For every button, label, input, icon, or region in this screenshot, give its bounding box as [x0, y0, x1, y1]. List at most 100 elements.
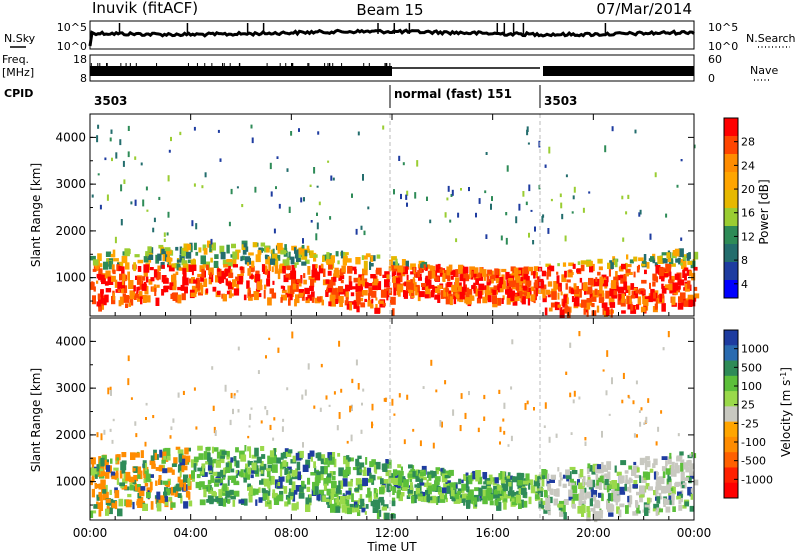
range-cell	[383, 398, 386, 402]
range-cell	[275, 186, 277, 190]
range-cell	[314, 466, 317, 473]
range-cell	[177, 294, 182, 304]
range-cell	[526, 287, 532, 296]
range-cell	[345, 460, 350, 469]
range-cell	[419, 482, 425, 486]
range-cell	[559, 472, 562, 478]
range-cell	[157, 265, 161, 272]
range-cell	[565, 283, 568, 290]
range-cell	[373, 488, 377, 497]
range-cell	[125, 499, 132, 508]
range-cell	[498, 389, 501, 394]
range-cell	[269, 450, 275, 458]
range-cell	[157, 253, 162, 261]
range-cell	[266, 410, 269, 416]
range-cell	[255, 254, 261, 263]
range-cell	[320, 363, 323, 368]
range-cell	[500, 471, 503, 480]
colorbar-tick-label: 12	[741, 230, 755, 243]
range-cell	[386, 483, 391, 492]
range-cell	[308, 276, 314, 280]
range-cell	[281, 294, 287, 301]
range-cell	[294, 249, 299, 259]
range-cell	[318, 265, 324, 274]
range-cell	[500, 235, 503, 241]
range-cell	[403, 290, 408, 299]
range-cell	[423, 264, 426, 271]
range-cell	[475, 288, 479, 297]
range-cell	[288, 251, 291, 259]
range-cell	[454, 484, 458, 489]
freq-panel: Freq. [MHz] 18 8 60 0 Nave	[2, 53, 778, 85]
range-cell	[155, 297, 160, 306]
range-cell	[435, 389, 438, 393]
noise-left-tick-bottom: 10^0	[57, 40, 87, 53]
range-cell	[265, 355, 267, 359]
range-cell	[198, 247, 202, 253]
range-cell	[276, 156, 279, 159]
range-cell	[347, 265, 353, 274]
range-cell	[312, 264, 317, 271]
range-cell	[655, 299, 658, 308]
range-cell	[187, 259, 192, 264]
range-cell	[261, 248, 265, 252]
cpid-segment-3: 3503	[544, 94, 577, 108]
range-cell	[221, 450, 227, 455]
range-cell	[563, 294, 568, 304]
range-cell	[487, 295, 492, 303]
range-cell	[163, 285, 170, 290]
range-cell	[349, 457, 354, 462]
range-cell	[648, 507, 651, 514]
range-cell	[116, 457, 119, 461]
range-cell	[219, 158, 222, 162]
range-cell	[301, 245, 305, 249]
range-cell	[345, 490, 351, 495]
range-cell	[349, 405, 352, 413]
range-cell	[549, 479, 555, 483]
range-cell	[125, 303, 129, 308]
range-cell	[187, 478, 191, 486]
range-cell	[430, 495, 436, 504]
range-cell	[398, 393, 401, 398]
range-cell	[104, 157, 107, 161]
range-cell	[200, 255, 206, 265]
range-cell	[231, 243, 236, 249]
range-cell	[288, 206, 291, 213]
freq-band-1	[90, 66, 392, 76]
colorbar-swatch	[724, 172, 738, 191]
range-cell	[630, 304, 634, 311]
range-cell	[135, 433, 138, 438]
range-cell	[590, 508, 596, 512]
range-cell	[618, 294, 623, 301]
range-cell	[636, 491, 641, 496]
noise-left-label: N.Sky	[4, 32, 36, 45]
range-cell	[260, 461, 264, 467]
range-cell	[291, 470, 298, 477]
range-cell	[452, 290, 457, 297]
range-cell	[475, 476, 480, 482]
range-cell	[249, 274, 254, 279]
range-cell	[634, 469, 637, 473]
freq-band-2	[543, 66, 694, 76]
range-cell	[493, 285, 498, 290]
range-cell	[526, 129, 529, 136]
range-cell	[659, 484, 662, 489]
range-cell	[491, 477, 495, 482]
range-cell	[286, 265, 291, 271]
range-cell	[171, 463, 177, 467]
range-cell	[233, 393, 236, 396]
range-cell	[414, 484, 418, 488]
range-cell	[191, 264, 197, 271]
range-cell	[276, 242, 283, 251]
range-cell	[466, 488, 470, 493]
range-cell	[623, 273, 627, 283]
range-cell	[468, 475, 471, 482]
range-cell	[270, 249, 275, 254]
range-cell	[315, 452, 319, 459]
range-cell	[639, 496, 643, 503]
range-cell	[384, 279, 390, 288]
range-cell	[661, 303, 666, 312]
